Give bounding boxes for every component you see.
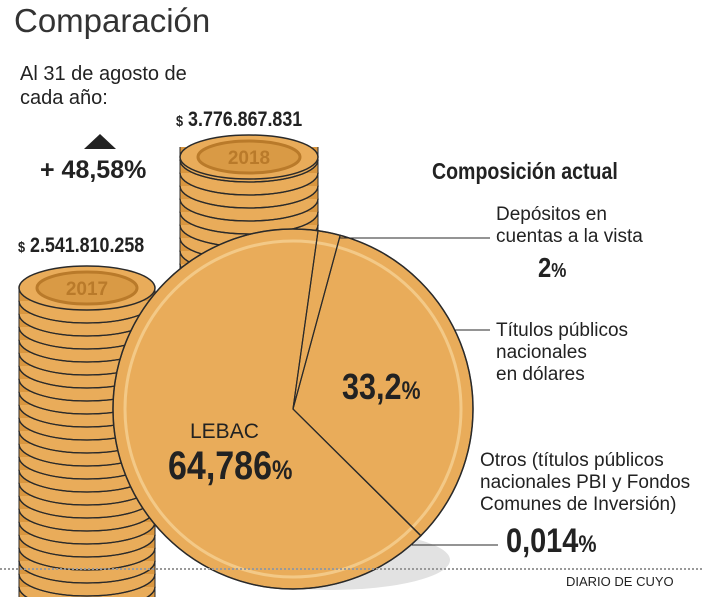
stack-2018-coin-outline xyxy=(179,198,319,222)
label-otros: Otros (títulos públicos nacionales PBI y … xyxy=(480,450,691,515)
growth-percent: + 48,58% xyxy=(40,156,147,184)
amount-2018: $ 3.776.867.831 xyxy=(176,108,303,131)
stack-2018-coin-outline xyxy=(179,185,319,209)
pie-slice-3 xyxy=(112,228,422,590)
amount-2017: $ 2.541.810.258 xyxy=(18,234,145,257)
value-otros: 0,014% xyxy=(506,522,597,560)
stack-2018-coin-outline xyxy=(179,159,319,183)
value-titulos: 33,2% xyxy=(342,366,421,407)
page-title: Comparación xyxy=(14,2,211,39)
stack-2017-coin-outline xyxy=(18,521,156,545)
stack-2017-coin-outline xyxy=(18,573,156,597)
value-depositos: 2% xyxy=(538,252,567,283)
stack-2017-coin-outline xyxy=(18,534,156,558)
stack-2017-year: 2017 xyxy=(66,279,108,300)
label-lebac: LEBAC xyxy=(190,420,259,443)
stack-2017-top-engrave xyxy=(35,270,139,306)
label-titulos: Títulos públicos nacionales en dólares xyxy=(496,320,629,385)
footer-divider xyxy=(0,568,702,570)
stack-2017-coin-outline xyxy=(18,508,156,532)
triangle-up-icon xyxy=(84,134,116,149)
stack-2018-coin-outline xyxy=(179,172,319,196)
pie-coin-rim xyxy=(123,239,463,579)
pie-slice-1 xyxy=(292,234,474,537)
value-lebac: 64,786% xyxy=(168,444,293,488)
stack-2017-coin-outline xyxy=(18,547,156,571)
subtitle: Al 31 de agosto de cada año: xyxy=(20,63,187,109)
chart-title: Composición actual xyxy=(432,158,618,184)
credit: DIARIO DE CUYO xyxy=(566,574,674,589)
stack-2018-year: 2018 xyxy=(228,148,270,169)
stack-2018-top-engrave xyxy=(196,139,302,175)
label-depositos: Depósitos en cuentas a la vista xyxy=(496,204,643,247)
stack-2017-coin-outline xyxy=(18,560,156,584)
